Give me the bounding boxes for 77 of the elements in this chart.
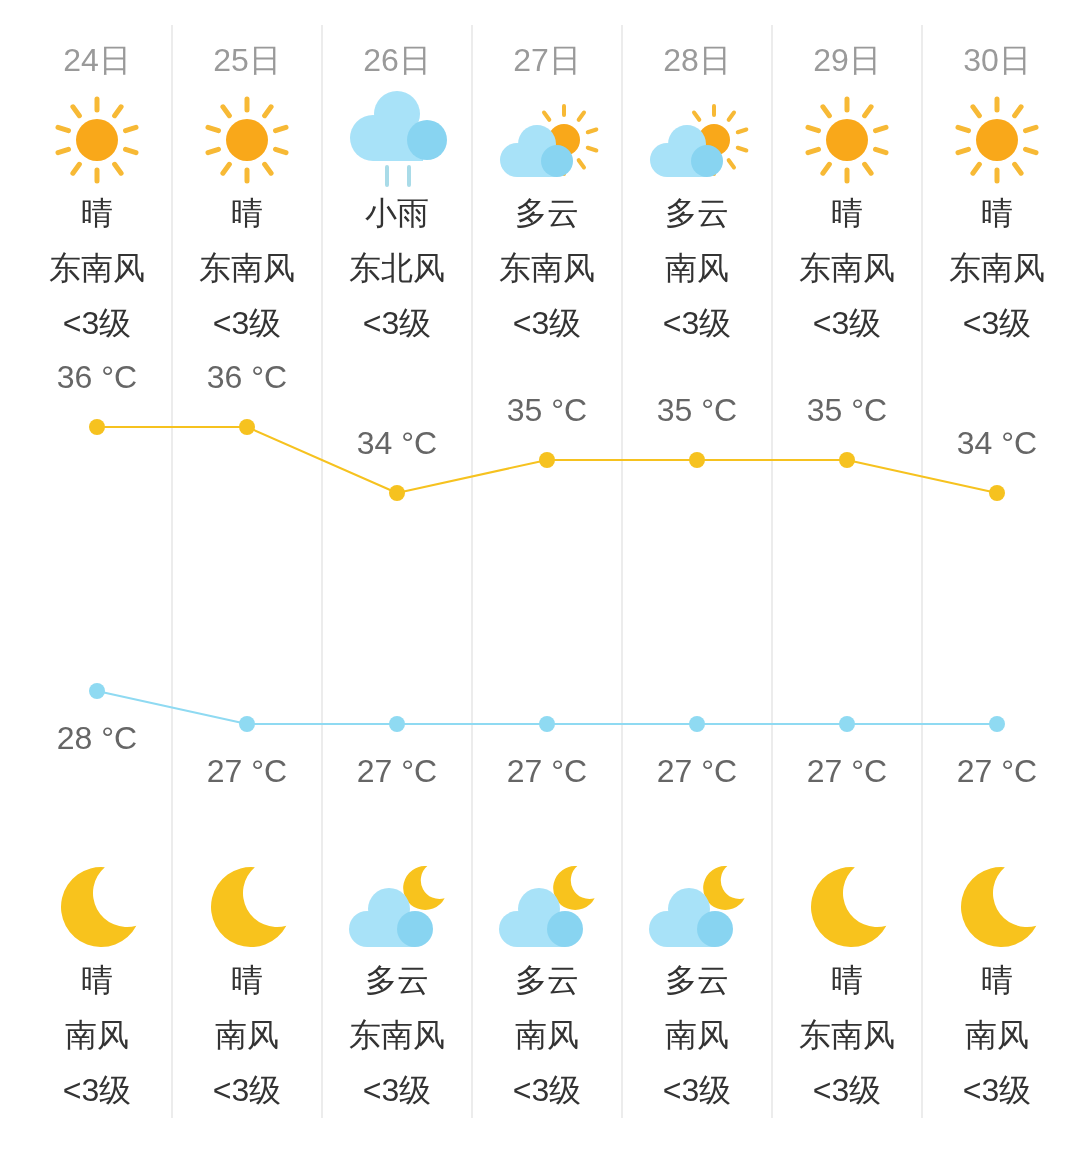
text: <3级 — [662, 304, 732, 341]
point — [989, 716, 1005, 732]
text: <3级 — [662, 1071, 732, 1108]
data-label: 35 °C — [506, 391, 588, 428]
text: 晴 — [81, 961, 113, 998]
text: 东南风 — [199, 249, 295, 286]
text: <3级 — [362, 1071, 432, 1108]
data-label: 35 °C — [656, 391, 738, 428]
text: 晴 — [981, 961, 1013, 998]
point — [539, 716, 555, 732]
text: 多云 — [665, 961, 729, 998]
text: 东北风 — [349, 249, 445, 286]
data-label: 34 °C — [356, 424, 438, 461]
point — [839, 716, 855, 732]
text: 晴 — [981, 194, 1013, 231]
point — [239, 716, 255, 732]
text: <3级 — [212, 1071, 282, 1108]
x-tick-label: 29日 — [813, 41, 881, 78]
point — [89, 419, 105, 435]
text: 东南风 — [799, 249, 895, 286]
data-label: 36 °C — [206, 358, 288, 395]
x-tick-label: 24日 — [63, 41, 131, 78]
data-label: 34 °C — [956, 424, 1038, 461]
data-label: 27 °C — [956, 752, 1038, 789]
text: <3级 — [512, 1071, 582, 1108]
text: <3级 — [62, 1071, 132, 1108]
x-tick-label: 27日 — [513, 41, 581, 78]
data-label: 27 °C — [506, 752, 588, 789]
point — [539, 452, 555, 468]
x-tick-label: 28日 — [663, 41, 731, 78]
text: 多云 — [515, 194, 579, 231]
text: 南风 — [965, 1016, 1029, 1053]
text: 南风 — [215, 1016, 279, 1053]
point — [989, 485, 1005, 501]
data-label: 27 °C — [206, 752, 288, 789]
point — [389, 716, 405, 732]
text: 东南风 — [799, 1016, 895, 1053]
text: 东南风 — [949, 249, 1045, 286]
point — [389, 485, 405, 501]
text: <3级 — [512, 304, 582, 341]
text: 南风 — [665, 1016, 729, 1053]
text: <3级 — [962, 1071, 1032, 1108]
text: 小雨 — [365, 194, 429, 231]
text: 晴 — [831, 194, 863, 231]
data-label: 27 °C — [356, 752, 438, 789]
data-label: 27 °C — [806, 752, 888, 789]
data-label: 35 °C — [806, 391, 888, 428]
point — [89, 683, 105, 699]
text: 多云 — [365, 961, 429, 998]
text: 南风 — [515, 1016, 579, 1053]
point — [689, 452, 705, 468]
text: <3级 — [212, 304, 282, 341]
text: 多云 — [515, 961, 579, 998]
text: 晴 — [831, 961, 863, 998]
text: 东南风 — [49, 249, 145, 286]
text: <3级 — [812, 304, 882, 341]
point — [839, 452, 855, 468]
x-tick-label: 30日 — [963, 41, 1031, 78]
text: 东南风 — [499, 249, 595, 286]
x-tick-label: 25日 — [213, 41, 281, 78]
text: <3级 — [962, 304, 1032, 341]
data-label: 27 °C — [656, 752, 738, 789]
text: <3级 — [62, 304, 132, 341]
text: <3级 — [812, 1071, 882, 1108]
text: <3级 — [362, 304, 432, 341]
data-label: 36 °C — [56, 358, 138, 395]
text: 东南风 — [349, 1016, 445, 1053]
text: 晴 — [231, 961, 263, 998]
text: 南风 — [65, 1016, 129, 1053]
text: 晴 — [231, 194, 263, 231]
x-tick-label: 26日 — [363, 41, 431, 78]
point — [689, 716, 705, 732]
text: 多云 — [665, 194, 729, 231]
text: 晴 — [81, 194, 113, 231]
point — [239, 419, 255, 435]
text: 南风 — [665, 249, 729, 286]
data-label: 28 °C — [56, 719, 138, 756]
